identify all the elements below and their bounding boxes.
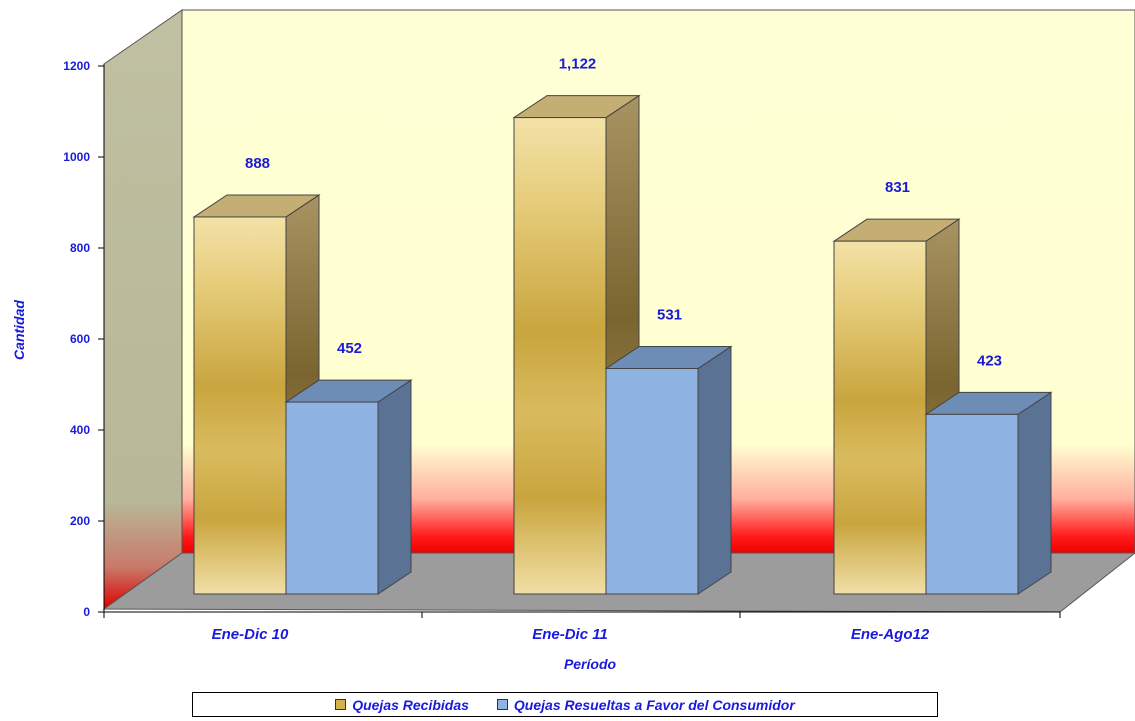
bar-front-face <box>833 240 927 595</box>
bar-resueltas-2 <box>924 391 1053 595</box>
bar-side-face <box>377 379 412 595</box>
legend-swatch-resueltas <box>496 699 508 710</box>
bar-recibidas-0 <box>192 194 321 595</box>
bar-side-face <box>1017 391 1052 595</box>
bar-recibidas-1 <box>512 94 641 595</box>
x-tick-label: Ene-Ago12 <box>851 626 930 643</box>
y-tick-label: 0 <box>83 605 90 619</box>
y-tick-label: 400 <box>70 423 90 437</box>
side-wall <box>103 9 183 610</box>
x-axis-title: Período <box>564 656 617 672</box>
data-label: 831 <box>885 179 910 196</box>
x-tick-label: Ene-Dic 10 <box>212 626 289 643</box>
data-label: 888 <box>245 155 270 172</box>
bar-front-face <box>513 117 607 595</box>
legend: Quejas Recibidas Quejas Resueltas a Favo… <box>192 692 938 717</box>
bar-front-face <box>193 216 287 595</box>
data-label: 1,122 <box>559 56 597 73</box>
bar-front-face <box>925 413 1019 595</box>
bar-resueltas-1 <box>604 345 733 595</box>
bar-front-face <box>285 401 379 595</box>
legend-label-recibidas: Quejas Recibidas <box>352 696 469 713</box>
y-tick-label: 800 <box>70 241 90 255</box>
bar-front-face <box>605 368 699 595</box>
chart-canvas: 0 200 400 600 800 1000 1200 888 452 1,122 531 831 4… <box>11 9 1135 672</box>
legend-swatch-recibidas <box>335 699 347 710</box>
legend-item-resueltas: Quejas Resueltas a Favor del Consumidor <box>496 696 795 713</box>
y-tick-label: 600 <box>70 332 90 346</box>
x-tick-label: Ene-Dic 11 <box>532 626 608 643</box>
legend-item-recibidas: Quejas Recibidas <box>335 697 469 713</box>
y-axis-title: Cantidad <box>11 300 27 360</box>
data-label: 423 <box>977 352 1002 369</box>
bar-resueltas-0 <box>284 379 413 595</box>
data-label: 452 <box>337 340 362 357</box>
y-tick-label: 200 <box>70 514 90 528</box>
y-tick-label: 1000 <box>63 150 90 164</box>
y-tick-label: 1200 <box>63 59 90 73</box>
bar-side-face <box>697 345 732 595</box>
legend-label-resueltas: Quejas Resueltas a Favor del Consumidor <box>513 696 795 713</box>
data-label: 531 <box>657 307 682 324</box>
